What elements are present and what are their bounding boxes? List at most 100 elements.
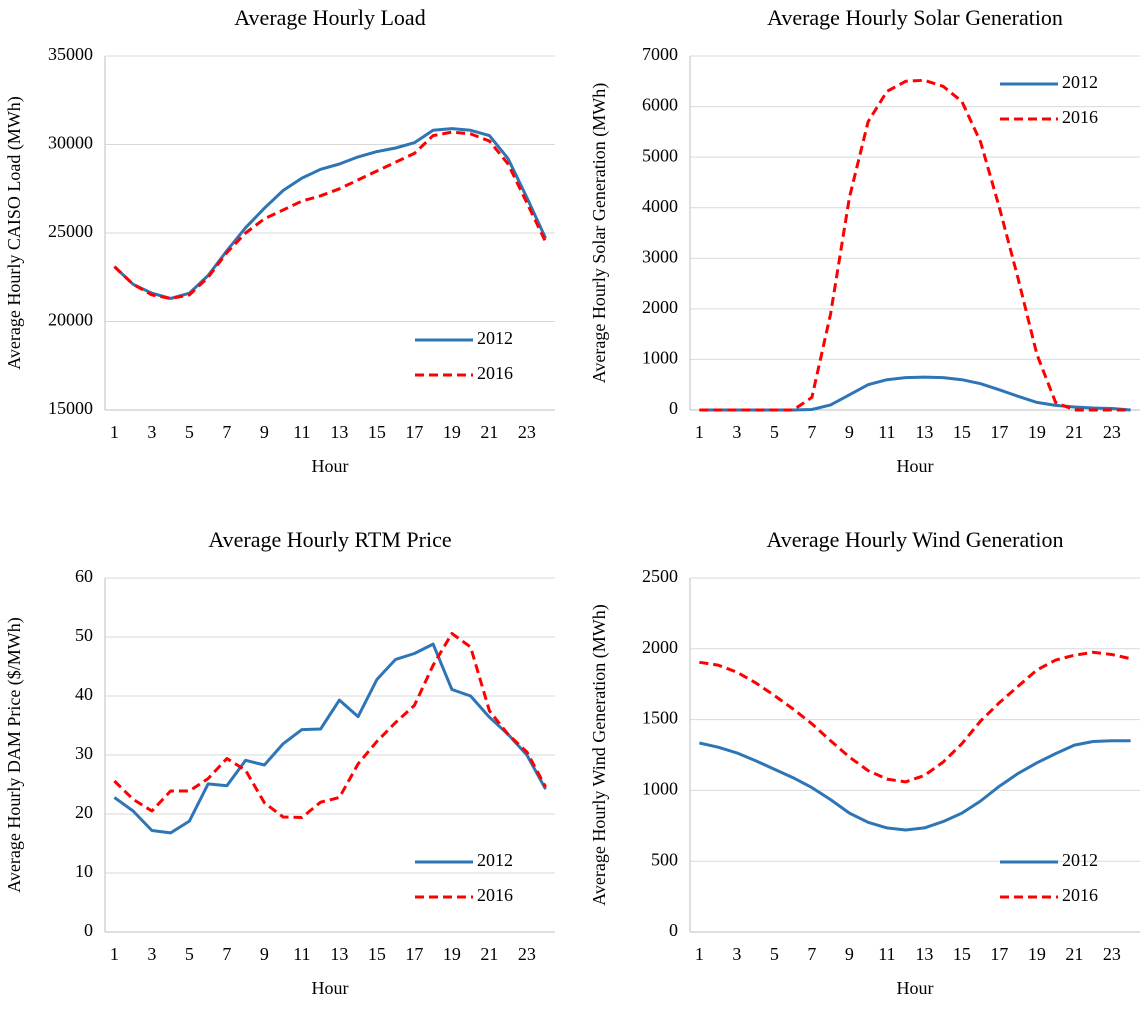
x-tick-label: 19 [1028, 422, 1046, 442]
y-tick-label: 0 [669, 398, 678, 418]
x-tick-label: 11 [293, 944, 310, 964]
y-tick-label: 35000 [48, 44, 93, 64]
x-tick-label: 23 [518, 422, 536, 442]
y-tick-label: 10 [75, 861, 93, 881]
x-tick-label: 11 [878, 944, 895, 964]
x-tick-label: 3 [732, 944, 741, 964]
x-tick-label: 21 [1065, 422, 1083, 442]
y-tick-label: 500 [651, 849, 678, 869]
x-tick-label: 21 [480, 422, 498, 442]
x-tick-label: 7 [222, 422, 231, 442]
x-tick-label: 15 [953, 422, 971, 442]
x-tick-label: 15 [953, 944, 971, 964]
x-tick-label: 5 [770, 944, 779, 964]
y-tick-label: 7000 [642, 44, 678, 64]
y-axis-label: Average Hourly DAM Price ($/MWh) [4, 617, 25, 893]
x-tick-label: 3 [147, 944, 156, 964]
x-tick-label: 13 [330, 944, 348, 964]
x-tick-label: 7 [807, 944, 816, 964]
x-tick-label: 23 [518, 944, 536, 964]
series-line [113, 632, 547, 819]
y-tick-label: 30 [75, 743, 93, 763]
y-axis-label: Average Hourly Solar Generation (MWh) [589, 83, 610, 384]
x-tick-label: 19 [443, 944, 461, 964]
x-tick-label: 3 [147, 422, 156, 442]
chart-title: Average Hourly Solar Generation [767, 5, 1063, 30]
y-tick-label: 2000 [642, 637, 678, 657]
y-axis-label: Average Hourly CAISO Load (MWh) [4, 96, 25, 370]
series-line [699, 739, 1131, 832]
x-tick-label: 7 [222, 944, 231, 964]
y-tick-label: 6000 [642, 95, 678, 115]
x-tick-label: 7 [807, 422, 816, 442]
x-tick-label: 1 [110, 422, 119, 442]
x-tick-label: 17 [405, 422, 423, 442]
legend-label: 2016 [1062, 107, 1098, 127]
y-axis-label: Average Hourly Wind Generation (MWh) [589, 604, 610, 906]
x-tick-label: 19 [443, 422, 461, 442]
series-line [113, 127, 547, 300]
y-tick-label: 25000 [48, 221, 93, 241]
x-tick-label: 9 [845, 944, 854, 964]
x-tick-label: 13 [915, 422, 933, 442]
y-tick-label: 30000 [48, 133, 93, 153]
y-tick-label: 1000 [642, 779, 678, 799]
x-tick-label: 9 [260, 944, 269, 964]
y-tick-label: 3000 [642, 246, 678, 266]
y-tick-label: 1000 [642, 348, 678, 368]
y-tick-label: 20 [75, 802, 93, 822]
x-tick-label: 13 [915, 944, 933, 964]
x-tick-label: 13 [330, 422, 348, 442]
x-tick-label: 1 [695, 944, 704, 964]
legend-label: 2012 [477, 850, 513, 870]
y-tick-label: 0 [84, 920, 93, 940]
legend-label: 2012 [1062, 850, 1098, 870]
x-tick-label: 17 [990, 944, 1008, 964]
y-tick-label: 4000 [642, 196, 678, 216]
chart-title: Average Hourly RTM Price [208, 527, 451, 552]
x-tick-label: 1 [695, 422, 704, 442]
x-tick-label: 9 [260, 422, 269, 442]
x-axis-label: Hour [312, 456, 349, 476]
y-tick-label: 50 [75, 625, 93, 645]
series-line [699, 78, 1131, 412]
x-tick-label: 5 [770, 422, 779, 442]
x-tick-label: 23 [1103, 944, 1121, 964]
x-axis-label: Hour [897, 978, 934, 998]
y-tick-label: 60 [75, 566, 93, 586]
x-tick-label: 21 [1065, 944, 1083, 964]
y-tick-label: 2000 [642, 297, 678, 317]
x-tick-label: 17 [990, 422, 1008, 442]
x-tick-label: 19 [1028, 944, 1046, 964]
y-tick-label: 0 [669, 920, 678, 940]
x-tick-label: 15 [368, 944, 386, 964]
legend-label: 2016 [1062, 885, 1098, 905]
x-tick-label: 11 [293, 422, 310, 442]
x-tick-label: 23 [1103, 422, 1121, 442]
y-tick-label: 20000 [48, 310, 93, 330]
x-tick-label: 1 [110, 944, 119, 964]
x-tick-label: 3 [732, 422, 741, 442]
x-tick-label: 21 [480, 944, 498, 964]
x-tick-label: 9 [845, 422, 854, 442]
chart-title: Average Hourly Wind Generation [766, 527, 1063, 552]
legend-label: 2012 [1062, 72, 1098, 92]
series-line [113, 130, 547, 300]
y-tick-label: 1500 [642, 708, 678, 728]
x-axis-label: Hour [312, 978, 349, 998]
y-tick-label: 15000 [48, 398, 93, 418]
chart-title: Average Hourly Load [234, 5, 425, 30]
series-line [113, 642, 547, 835]
x-tick-label: 5 [185, 944, 194, 964]
x-axis-label: Hour [897, 456, 934, 476]
y-tick-label: 40 [75, 684, 93, 704]
x-tick-label: 15 [368, 422, 386, 442]
y-tick-label: 5000 [642, 145, 678, 165]
x-tick-label: 5 [185, 422, 194, 442]
legend-label: 2016 [477, 885, 513, 905]
legend-label: 2012 [477, 328, 513, 348]
legend-label: 2016 [477, 363, 513, 383]
series-line [699, 650, 1131, 784]
x-tick-label: 11 [878, 422, 895, 442]
